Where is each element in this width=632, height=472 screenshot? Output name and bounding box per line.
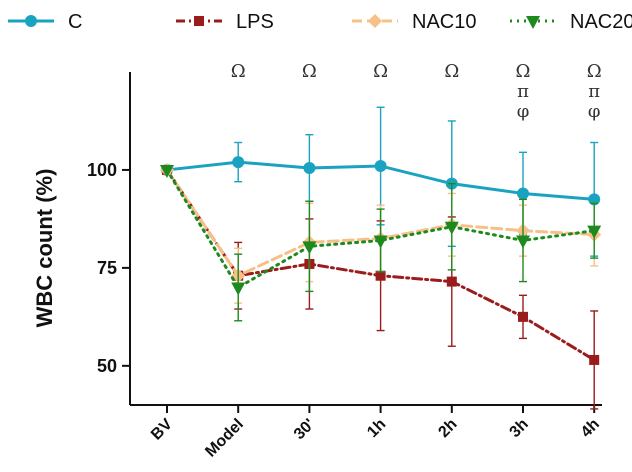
data-point bbox=[302, 241, 317, 255]
legend-marker bbox=[526, 16, 540, 29]
series-nac20 bbox=[160, 164, 602, 322]
data-point bbox=[588, 193, 601, 206]
significance-symbol: φ bbox=[588, 101, 601, 122]
legend-label: NAC20 bbox=[570, 11, 632, 33]
legend: C LPS NAC10 NAC20 bbox=[8, 11, 632, 33]
x-tick-label: 1h bbox=[364, 416, 389, 441]
legend-marker bbox=[368, 14, 382, 28]
x-tick-label: 3h bbox=[507, 416, 532, 441]
data-point bbox=[303, 161, 316, 174]
legend-item-lps: LPS bbox=[176, 11, 274, 33]
plot-area bbox=[160, 106, 602, 410]
data-point bbox=[516, 235, 530, 249]
x-tick-label: 30' bbox=[291, 416, 318, 443]
y-tick-label: 75 bbox=[97, 258, 117, 278]
significance-symbol: π bbox=[588, 81, 600, 102]
x-tick-label: BV bbox=[148, 416, 176, 444]
y-tick-label: 50 bbox=[97, 356, 117, 376]
legend-label: NAC10 bbox=[412, 11, 476, 33]
significance-symbol: Ω bbox=[444, 61, 459, 82]
legend-label: C bbox=[68, 11, 82, 33]
legend-item-c: C bbox=[8, 11, 82, 33]
data-point bbox=[518, 311, 528, 322]
significance-symbol: φ bbox=[517, 101, 530, 122]
data-point bbox=[374, 160, 387, 173]
data-point bbox=[373, 235, 388, 249]
legend-marker bbox=[25, 15, 37, 27]
x-tick-label: Model bbox=[202, 416, 247, 461]
data-point bbox=[231, 282, 246, 296]
y-axis-title: WBC count (%) bbox=[32, 169, 57, 328]
y-tick-label: 100 bbox=[87, 160, 117, 180]
significance-symbol: Ω bbox=[373, 61, 388, 82]
legend-marker bbox=[194, 16, 204, 26]
legend-item-nac10: NAC10 bbox=[352, 11, 476, 33]
significance-symbol: Ω bbox=[587, 61, 602, 82]
significance-symbol: Ω bbox=[231, 61, 246, 82]
data-point bbox=[517, 187, 529, 200]
data-point bbox=[160, 164, 174, 178]
data-point bbox=[589, 354, 600, 365]
data-point bbox=[375, 270, 386, 281]
data-point bbox=[587, 225, 602, 239]
legend-label: LPS bbox=[236, 11, 274, 33]
x-tick-label: 4h bbox=[578, 416, 603, 441]
data-point bbox=[232, 156, 245, 169]
x-tick-label: 2h bbox=[435, 416, 460, 441]
significance-symbol: π bbox=[517, 81, 529, 102]
legend-item-nac20: NAC20 bbox=[510, 11, 632, 33]
data-point bbox=[446, 276, 457, 287]
significance-symbol: Ω bbox=[302, 61, 317, 82]
data-point bbox=[444, 221, 459, 235]
significance-symbol: Ω bbox=[516, 61, 531, 82]
